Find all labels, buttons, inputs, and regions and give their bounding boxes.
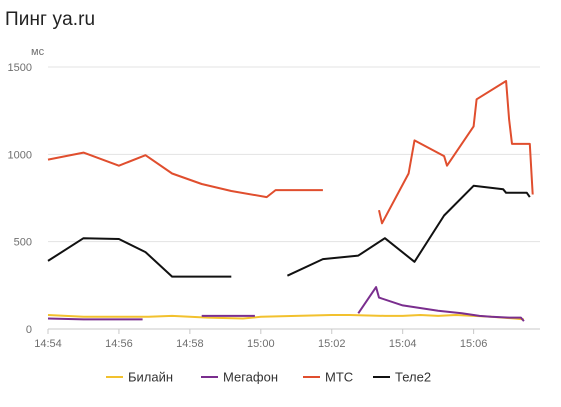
x-tick-label: 14:54 bbox=[34, 338, 62, 350]
x-tick-label: 15:04 bbox=[389, 338, 417, 350]
x-tick-label: 14:56 bbox=[105, 338, 133, 350]
legend-label: Билайн bbox=[128, 370, 173, 385]
y-axis-unit-label: мс bbox=[31, 46, 45, 58]
legend: Билайн Мегафон МТС Теле2 bbox=[106, 370, 431, 385]
series-line bbox=[378, 80, 534, 225]
legend-item[interactable]: МТС bbox=[303, 370, 353, 385]
legend-item[interactable]: Билайн bbox=[106, 370, 173, 385]
legend-item[interactable]: Теле2 bbox=[373, 370, 431, 385]
series-line bbox=[286, 184, 531, 277]
series-line bbox=[47, 317, 143, 321]
series-group bbox=[47, 286, 525, 322]
legend-item[interactable]: Мегафон bbox=[201, 370, 278, 385]
x-tick-label: 14:58 bbox=[176, 338, 204, 350]
chart-title: Пинг ya.ru bbox=[5, 9, 96, 30]
series-lines bbox=[47, 80, 534, 322]
y-tick-label: 1500 bbox=[8, 62, 32, 74]
legend-label: Мегафон bbox=[223, 370, 278, 385]
axes: 0 500 1000 1500 14:54 14:56 14:58 15:00 15:02 15:… bbox=[8, 62, 540, 350]
series-group bbox=[47, 80, 534, 225]
series-line bbox=[47, 314, 525, 321]
y-tick-label: 500 bbox=[14, 237, 32, 249]
x-tick-label: 15:00 bbox=[247, 338, 275, 350]
series-group bbox=[47, 314, 525, 321]
legend-label: Теле2 bbox=[395, 370, 431, 385]
y-tick-label: 0 bbox=[26, 324, 32, 336]
series-line bbox=[357, 286, 525, 322]
series-line bbox=[47, 237, 232, 278]
y-tick-label: 1000 bbox=[8, 149, 32, 161]
series-line bbox=[47, 151, 323, 199]
grid-lines bbox=[48, 66, 540, 243]
series-group bbox=[47, 184, 531, 278]
x-tick-label: 15:06 bbox=[460, 338, 488, 350]
legend-label: МТС bbox=[325, 370, 353, 385]
x-tick-label: 15:02 bbox=[318, 338, 346, 350]
